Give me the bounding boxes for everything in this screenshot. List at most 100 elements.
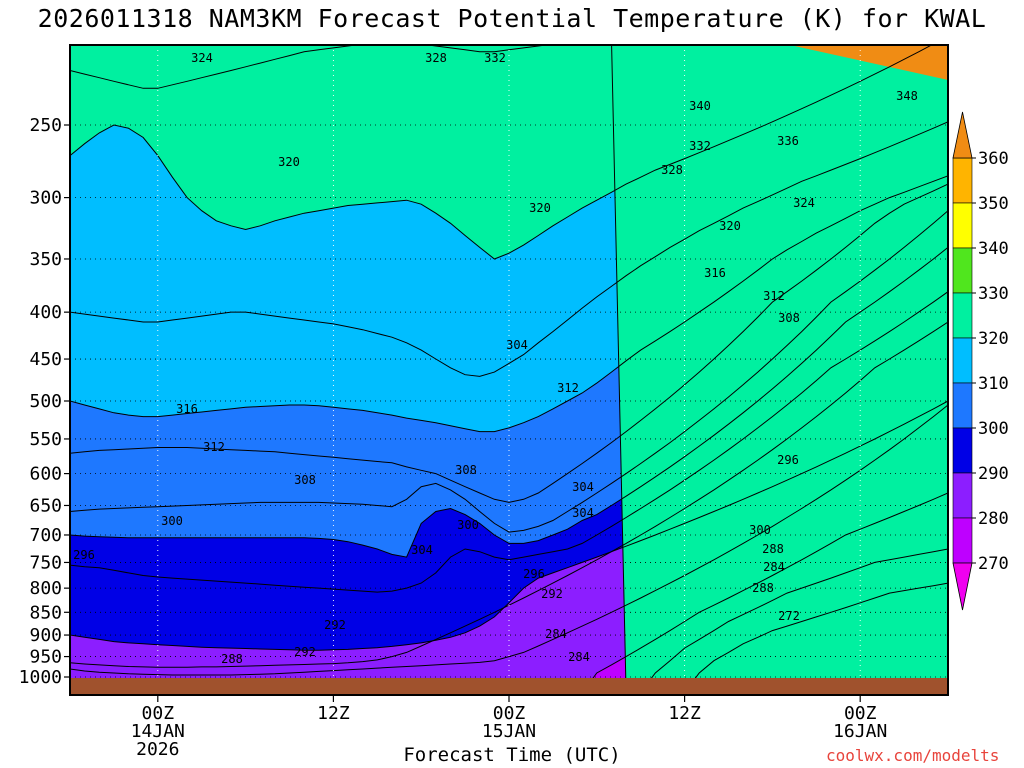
colorbar-tick-label-270: 270 xyxy=(978,554,1009,574)
x-tick-label-54-1: 16JAN xyxy=(833,721,887,742)
isentrope-312 xyxy=(70,175,948,433)
band-fill-324 xyxy=(70,45,948,693)
isentrope-304 xyxy=(70,210,948,533)
contour-label-284: 284 xyxy=(763,560,785,574)
colorbar-tick-label-290: 290 xyxy=(978,464,1009,484)
y-tick-label-250: 250 xyxy=(29,115,62,136)
contour-label-308: 308 xyxy=(294,473,316,487)
colorbar-tick-label-310: 310 xyxy=(978,374,1009,394)
contour-label-316: 316 xyxy=(176,402,198,416)
y-tick-label-550: 550 xyxy=(29,429,62,450)
colorbar-band-280 xyxy=(952,472,973,519)
isentrope-308 xyxy=(70,183,948,503)
y-tick-label-400: 400 xyxy=(29,302,62,323)
y-tick-label-450: 450 xyxy=(29,349,62,370)
contour-label-288: 288 xyxy=(752,581,774,595)
colorbar-tick-label-300: 300 xyxy=(978,419,1009,439)
colorbar-tick-label-350: 350 xyxy=(978,194,1009,214)
y-tick-label-600: 600 xyxy=(29,464,62,485)
y-tick-label-350: 350 xyxy=(29,249,62,270)
y-tick-label-850: 850 xyxy=(29,602,62,623)
contour-label-316: 316 xyxy=(704,266,726,280)
isentrope-300 xyxy=(70,247,948,558)
isentrope-284 xyxy=(70,404,948,676)
colorbar-tick-label-340: 340 xyxy=(978,239,1009,259)
y-tick-label-500: 500 xyxy=(29,391,62,412)
colorbar-band-310 xyxy=(952,337,973,384)
source-credit: coolwx.com/modelts xyxy=(826,746,1000,765)
contour-label-296: 296 xyxy=(777,453,799,467)
contour-label-304: 304 xyxy=(572,506,594,520)
contour-label-320: 320 xyxy=(529,201,551,215)
colorbar-arrow-top xyxy=(952,111,973,159)
contour-label-324: 324 xyxy=(793,196,815,210)
y-tick-label-700: 700 xyxy=(29,525,62,546)
isentrope-316 xyxy=(70,121,948,377)
colorbar-band-270 xyxy=(952,517,973,564)
x-tick-label-30-0: 00Z xyxy=(493,703,526,724)
colorbar-tick-label-320: 320 xyxy=(978,329,1009,349)
contour-label-340: 340 xyxy=(689,99,711,113)
contour-label-332: 332 xyxy=(484,51,506,65)
y-tick-label-300: 300 xyxy=(29,188,62,209)
contour-label-300: 300 xyxy=(457,518,479,532)
contour-label-308: 308 xyxy=(455,463,477,477)
contour-label-312: 312 xyxy=(203,440,225,454)
contour-label-328: 328 xyxy=(661,163,683,177)
contour-label-272: 272 xyxy=(778,609,800,623)
colorbar-tick-label-330: 330 xyxy=(978,284,1009,304)
y-tick-label-900: 900 xyxy=(29,625,62,646)
x-axis-label: Forecast Time (UTC) xyxy=(403,744,621,766)
chart-title: 2026011318 NAM3KM Forecast Potential Tem… xyxy=(37,4,987,33)
colorbar-band-290 xyxy=(952,427,973,474)
contour-label-304: 304 xyxy=(411,543,433,557)
contour-label-292: 292 xyxy=(541,587,563,601)
y-axis: 2503003504004505005506006507007508008509… xyxy=(19,115,70,688)
contour-label-308: 308 xyxy=(778,311,800,325)
colorbar-tick-label-360: 360 xyxy=(978,149,1009,169)
y-tick-label-1000: 1000 xyxy=(19,667,62,688)
isentrope-320 xyxy=(70,45,933,260)
colorbar-arrow-bottom xyxy=(952,562,973,611)
contour-label-336: 336 xyxy=(777,134,799,148)
colorbar-band-330 xyxy=(952,247,973,294)
x-tick-label-30-1: 15JAN xyxy=(482,721,536,742)
colorbar: 360 350 340 330 320 310 300 290 280 270 xyxy=(952,111,1009,611)
contour-label-296: 296 xyxy=(73,548,95,562)
contour-label-288: 288 xyxy=(221,652,243,666)
contour-label-300: 300 xyxy=(161,514,183,528)
ground-strip xyxy=(70,678,948,695)
colorbar-band-340 xyxy=(952,202,973,249)
y-tick-label-800: 800 xyxy=(29,578,62,599)
contour-label-292: 292 xyxy=(294,645,316,659)
x-tick-label-6-0: 00Z xyxy=(142,703,175,724)
contour-label-332: 332 xyxy=(689,139,711,153)
contour-label-312: 312 xyxy=(763,289,785,303)
x-tick-label-6-1: 14JAN xyxy=(131,721,185,742)
band-fill-360 xyxy=(790,45,948,80)
contour-label-320: 320 xyxy=(719,219,741,233)
contour-label-292: 292 xyxy=(324,618,346,632)
contour-label-300: 300 xyxy=(749,523,771,537)
contour-label-284: 284 xyxy=(545,627,567,641)
y-tick-label-950: 950 xyxy=(29,647,62,668)
colorbar-band-320 xyxy=(952,292,973,339)
contour-label-304: 304 xyxy=(506,338,528,352)
contour-label-312: 312 xyxy=(557,381,579,395)
colorbar-band-350 xyxy=(952,157,973,204)
contour-label-284: 284 xyxy=(568,650,590,664)
x-tick-label-18-0: 12Z xyxy=(317,703,350,724)
contour-label-328: 328 xyxy=(425,51,447,65)
x-tick-label-54-0: 00Z xyxy=(844,703,877,724)
grid-lines xyxy=(70,45,948,695)
isentrope-292 xyxy=(70,400,948,651)
colorbar-tick-label-280: 280 xyxy=(978,509,1009,529)
contour-label-324: 324 xyxy=(191,51,213,65)
contour-label-348: 348 xyxy=(896,89,918,103)
contour-label-296: 296 xyxy=(523,567,545,581)
x-tick-label-6-2: 2026 xyxy=(136,739,179,760)
contour-label-288: 288 xyxy=(762,542,784,556)
y-tick-label-650: 650 xyxy=(29,495,62,516)
